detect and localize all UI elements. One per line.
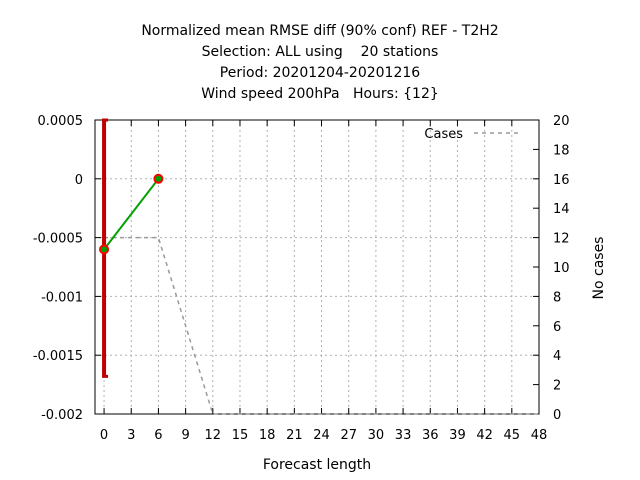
x-tick-label: 39: [449, 428, 466, 443]
y-right-tick-label: 8: [553, 290, 561, 305]
x-tick-label: 36: [422, 428, 439, 443]
title-line: Normalized mean RMSE diff (90% conf) REF…: [141, 23, 498, 39]
title-line: Wind speed 200hPa Hours: {12}: [201, 86, 439, 102]
y-right-tick-label: 16: [553, 173, 570, 188]
axes: 0 3 6 9 12 15 18 21 24 27 30 33 36 39 42 45 480.00050-0.…: [33, 114, 570, 443]
x-tick-label: 27: [340, 428, 357, 443]
title-line: Period: 20201204-20201216: [220, 65, 420, 81]
cases-line: [104, 236, 539, 415]
y-right-tick-label: 2: [553, 379, 561, 394]
y-left-tick-label: -0.0005: [33, 232, 83, 247]
y-right-tick-label: 6: [553, 320, 561, 335]
x-tick-label: 45: [504, 428, 521, 443]
x-tick-label: 24: [313, 428, 330, 443]
y-axis-label-right: No cases: [591, 237, 607, 300]
y-left-tick-label: -0.0015: [33, 349, 83, 364]
y-left-tick-label: 0.0005: [38, 114, 84, 129]
y-right-tick-label: 0: [553, 408, 561, 423]
plot-frame: [94, 119, 540, 415]
legend: Cases: [424, 127, 521, 142]
y-right-tick-label: 20: [553, 114, 570, 129]
x-tick-label: 30: [368, 428, 385, 443]
x-axis-label: Forecast length: [263, 457, 371, 473]
x-tick-label: 6: [154, 428, 162, 443]
x-tick-label: 0: [100, 428, 108, 443]
grid: [95, 120, 539, 414]
y-right-tick-label: 4: [553, 349, 561, 364]
series: [99, 118, 539, 415]
y-right-tick-label: 10: [553, 261, 570, 276]
rmse-diff-line: [103, 178, 160, 250]
x-tick-label: 12: [205, 428, 222, 443]
y-left-tick-label: -0.001: [41, 290, 83, 305]
y-right-tick-label: 12: [553, 232, 570, 247]
x-tick-label: 48: [531, 428, 548, 443]
x-tick-label: 33: [395, 428, 412, 443]
x-tick-label: 21: [286, 428, 303, 443]
y-left-tick-label: 0: [75, 173, 83, 188]
data-point: [153, 173, 164, 184]
x-tick-label: 42: [476, 428, 493, 443]
x-tick-label: 15: [232, 428, 249, 443]
legend-label-cases: Cases: [424, 127, 463, 142]
y-right-tick-label: 18: [553, 143, 570, 158]
x-tick-label: 18: [259, 428, 276, 443]
x-tick-label: 3: [127, 428, 135, 443]
data-point: [99, 244, 110, 255]
chart-title: Normalized mean RMSE diff (90% conf) REF…: [141, 23, 498, 102]
y-left-tick-label: -0.002: [41, 408, 83, 423]
title-line: Selection: ALL using 20 stations: [202, 44, 439, 60]
x-tick-label: 9: [181, 428, 189, 443]
y-right-tick-label: 14: [553, 202, 570, 217]
